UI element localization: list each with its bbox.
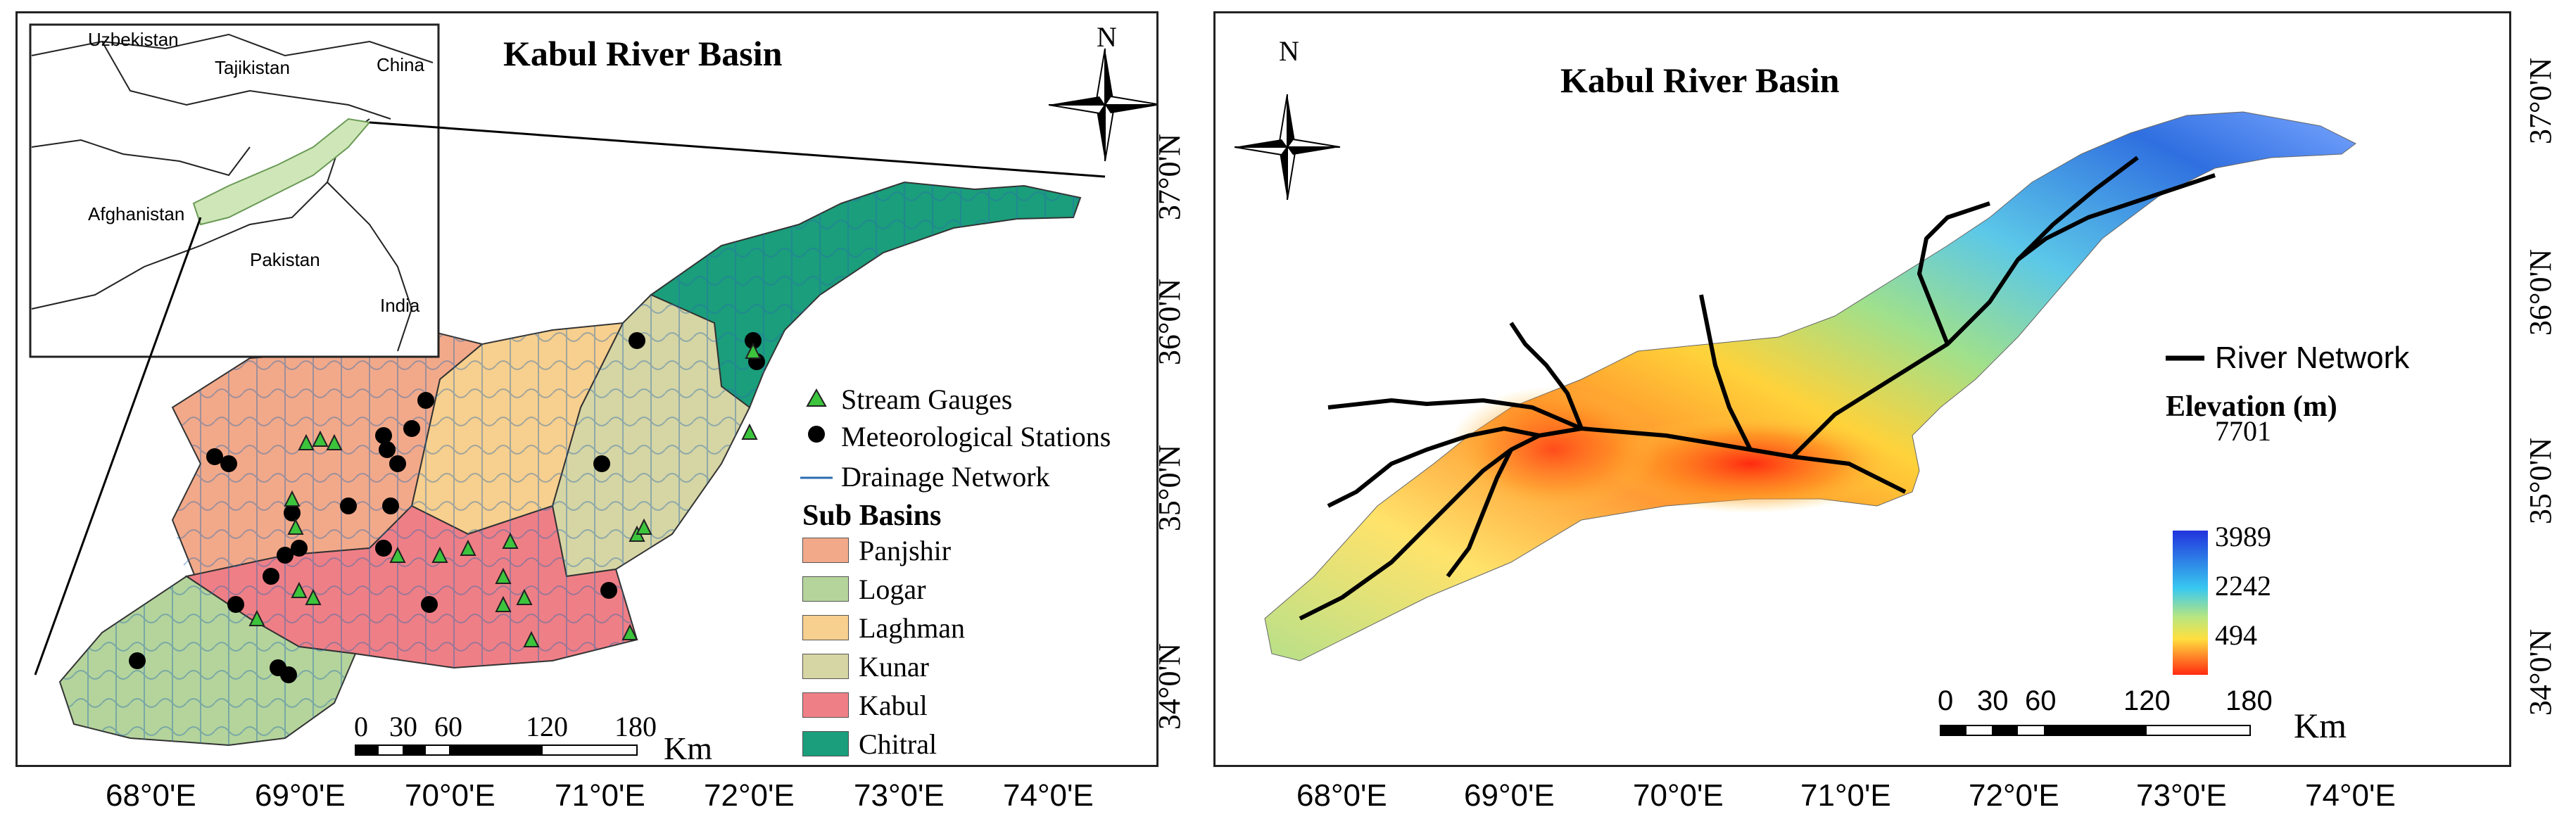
elevation-tick-494: 494 bbox=[2215, 619, 2257, 651]
right-scale-unit: Km bbox=[2294, 706, 2347, 745]
elevation-tick-2242: 2242 bbox=[2215, 570, 2271, 602]
left-map-title: Kabul River Basin bbox=[503, 34, 783, 73]
right-lat-35: 35°0'N bbox=[2523, 437, 2558, 525]
right-scale-60: 60 bbox=[2025, 685, 2057, 716]
left-scale-unit: Km bbox=[664, 730, 712, 766]
right-scale-120: 120 bbox=[2123, 685, 2171, 716]
right-map-panel: Kabul River Basin N River Network Elevat… bbox=[1213, 11, 2511, 767]
scale-bar bbox=[1940, 725, 2251, 736]
legend-laghman: Laghman bbox=[859, 612, 966, 644]
inset-connector-bottom bbox=[34, 217, 202, 676]
inset-borders bbox=[31, 33, 434, 352]
inset-basin-highlight bbox=[192, 118, 371, 226]
legend-elevation-title: Elevation (m) bbox=[2166, 391, 2337, 423]
legend-chitral: Chitral bbox=[859, 728, 937, 760]
swatch-chitral bbox=[802, 731, 849, 756]
right-lon-72: 72°0'E bbox=[1969, 778, 2059, 813]
stream-gauges bbox=[248, 342, 762, 647]
left-scale-120: 120 bbox=[526, 711, 568, 742]
left-scale-60: 60 bbox=[434, 711, 462, 742]
left-lon-70: 70°0'E bbox=[405, 778, 495, 813]
legend-stream-gauges: Stream Gauges bbox=[841, 384, 1013, 415]
left-lat-35: 35°0'N bbox=[1152, 444, 1187, 532]
left-scale-180: 180 bbox=[614, 711, 657, 742]
right-map-canvas bbox=[1234, 94, 2356, 736]
right-lon-74: 74°0'E bbox=[2305, 778, 2396, 813]
right-lat-34: 34°0'N bbox=[2523, 628, 2558, 716]
central-lowland bbox=[1448, 386, 1659, 513]
right-north-label: N bbox=[1279, 35, 1299, 67]
left-lon-69: 69°0'E bbox=[255, 778, 346, 813]
swatch-panjshir bbox=[802, 538, 849, 563]
north-arrow bbox=[1048, 48, 1156, 162]
swatch-kabul bbox=[802, 692, 849, 718]
elevation-colorbar bbox=[2173, 531, 2208, 675]
inset-label-afghanistan: Afghanistan bbox=[88, 203, 185, 224]
legend-kabul: Kabul bbox=[859, 690, 928, 721]
legend-sub-basins-title: Sub Basins bbox=[802, 500, 942, 532]
right-lon-70: 70°0'E bbox=[1633, 778, 1724, 813]
left-lon-74: 74°0'E bbox=[1003, 778, 1094, 813]
swatch-laghman bbox=[802, 615, 849, 640]
elevation-tick-7701: 7701 bbox=[2215, 415, 2271, 447]
legend-kunar: Kunar bbox=[859, 651, 929, 683]
left-lon-72: 72°0'E bbox=[704, 778, 795, 813]
legend-river-network: River Network bbox=[2215, 341, 2410, 375]
right-lon-69: 69°0'E bbox=[1464, 778, 1555, 813]
right-lon-68: 68°0'E bbox=[1296, 778, 1387, 813]
left-scale-0: 0 bbox=[354, 711, 368, 742]
legend-logar: Logar bbox=[859, 573, 926, 605]
left-scale-30: 30 bbox=[389, 711, 417, 742]
left-lon-73: 73°0'E bbox=[854, 778, 945, 813]
left-lat-36: 36°0'N bbox=[1152, 278, 1187, 366]
left-map-canvas bbox=[29, 23, 1156, 756]
inset-label-india: India bbox=[380, 295, 420, 316]
legend-drainage: Drainage Network bbox=[841, 461, 1050, 493]
inset-label-pakistan: Pakistan bbox=[250, 249, 320, 270]
scale-bar bbox=[355, 744, 638, 756]
right-scale-30: 30 bbox=[1977, 685, 2009, 716]
right-lon-73: 73°0'E bbox=[2136, 778, 2227, 813]
inset-label-tajikistan: Tajikistan bbox=[215, 57, 290, 78]
left-lon-68: 68°0'E bbox=[106, 778, 196, 813]
inset-connector-top bbox=[369, 121, 1106, 178]
right-lat-37: 37°0'N bbox=[2523, 57, 2558, 145]
left-lat-37: 37°0'N bbox=[1152, 133, 1187, 221]
right-lon-71: 71°0'E bbox=[1800, 778, 1891, 813]
left-lat-34: 34°0'N bbox=[1152, 642, 1187, 730]
right-scale-180: 180 bbox=[2225, 685, 2273, 716]
right-lat-36: 36°0'N bbox=[2523, 248, 2558, 336]
legend-met-stations: Meteorological Stations bbox=[841, 421, 1111, 452]
left-map-panel: Kabul River Basin N Uzbekistan Tajikista… bbox=[15, 11, 1158, 767]
swatch-logar bbox=[802, 576, 849, 602]
met-stations bbox=[129, 332, 765, 683]
right-scale-0: 0 bbox=[1938, 685, 1954, 716]
right-map-title: Kabul River Basin bbox=[1560, 61, 1840, 100]
elevation-tick-3989: 3989 bbox=[2215, 521, 2271, 552]
left-lon-71: 71°0'E bbox=[555, 778, 645, 813]
inset-label-uzbekistan: Uzbekistan bbox=[88, 29, 179, 50]
legend-panjshir: Panjshir bbox=[859, 535, 952, 566]
north-arrow bbox=[1234, 94, 1341, 201]
left-north-label: N bbox=[1097, 21, 1117, 53]
river-network bbox=[1299, 156, 2216, 621]
swatch-kunar bbox=[802, 654, 849, 679]
inset-label-china: China bbox=[377, 54, 424, 75]
